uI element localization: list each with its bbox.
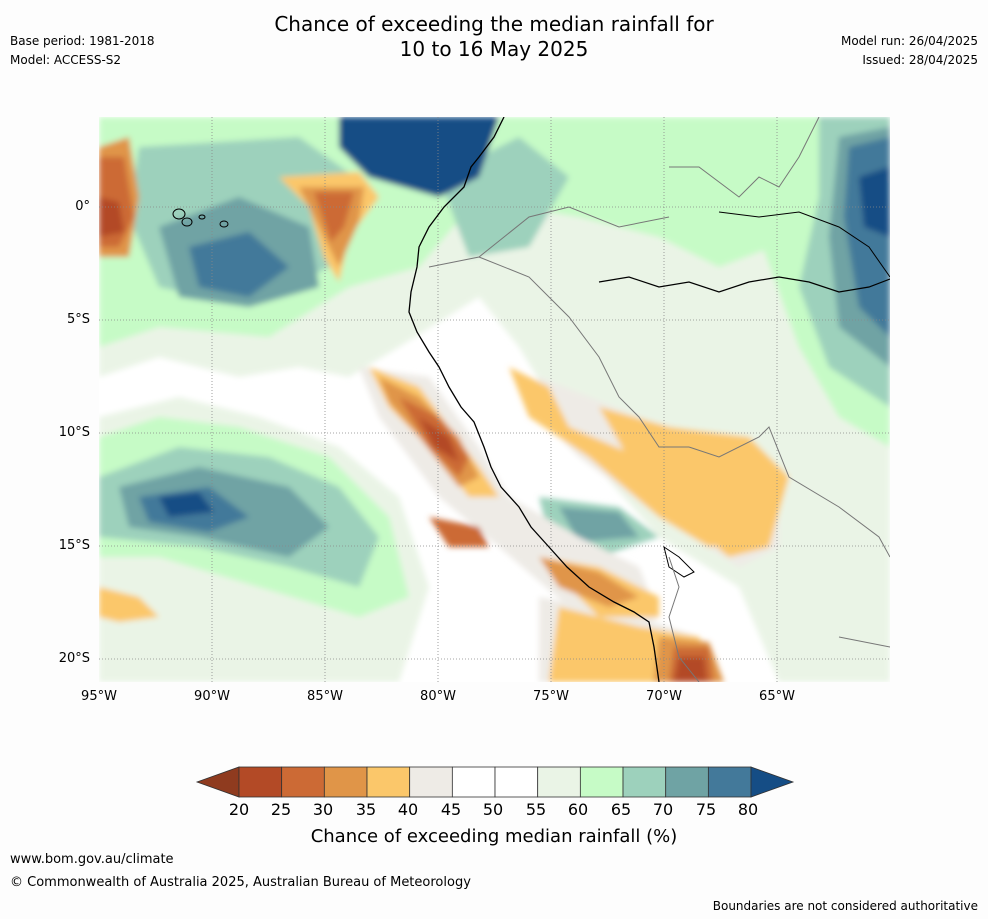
lat-label-0: 0° <box>75 199 90 214</box>
lon-label-70w: 70°W <box>646 689 682 704</box>
cb-tick-65: 65 <box>610 800 632 819</box>
map-title: Chance of exceeding the median rainfall … <box>0 12 988 62</box>
colorbar-cells <box>238 766 752 798</box>
lon-label-85w: 85°W <box>307 689 343 704</box>
colorbar-svg <box>195 766 795 798</box>
lon-label-90w: 90°W <box>194 689 230 704</box>
colorbar-cell <box>451 766 496 798</box>
cb-tick-40: 40 <box>397 800 419 819</box>
lake-outline <box>663 545 695 578</box>
disclaimer-text: Boundaries are not considered authoritat… <box>712 899 978 913</box>
lat-label-20s: 20°S <box>58 651 90 666</box>
lat-label-5s: 5°S <box>66 312 90 327</box>
colorbar-label: Chance of exceeding median rainfall (%) <box>310 826 678 847</box>
left-metadata: Base period: 1981-2018 Model: ACCESS-S2 <box>10 32 155 70</box>
colorbar-cell <box>579 766 624 798</box>
colorbar-cell <box>622 766 667 798</box>
cb-tick-80: 80 <box>737 800 759 819</box>
cb-tick-20: 20 <box>228 800 250 819</box>
issued-text: Issued: 28/04/2025 <box>862 53 978 67</box>
cb-tick-70: 70 <box>652 800 674 819</box>
lon-label-75w: 75°W <box>533 689 569 704</box>
cb-tick-25: 25 <box>270 800 292 819</box>
colorbar-cell <box>494 766 539 798</box>
cb-tick-60: 60 <box>567 800 589 819</box>
model-run-text: Model run: 26/04/2025 <box>840 34 978 48</box>
colorbar-cell <box>323 766 368 798</box>
country-borders <box>428 117 890 682</box>
rainfall-probability-map <box>99 117 890 682</box>
colorbar-extend-high <box>750 766 795 798</box>
galapagos-islands <box>172 208 229 228</box>
lon-label-95w: 95°W <box>81 689 117 704</box>
colorbar-cell <box>366 766 411 798</box>
colorbar-cell <box>665 766 709 798</box>
cb-tick-45: 45 <box>440 800 462 819</box>
base-period-text: Base period: 1981-2018 <box>10 34 155 48</box>
colorbar <box>195 764 795 804</box>
colorbar-cell <box>537 766 581 798</box>
colorbar-cell <box>238 766 283 798</box>
lon-label-65w: 65°W <box>759 689 795 704</box>
colorbar-cell <box>281 766 325 798</box>
map-canvas <box>99 117 890 682</box>
title-line-2: 10 to 16 May 2025 <box>399 37 589 61</box>
colorbar-cell <box>707 766 752 798</box>
model-text: Model: ACCESS-S2 <box>10 53 122 67</box>
cb-tick-50: 50 <box>482 800 504 819</box>
lon-label-80w: 80°W <box>420 689 456 704</box>
coastline <box>408 117 660 682</box>
river-line <box>598 276 890 293</box>
colorbar-extend-low <box>195 766 240 798</box>
lat-label-10s: 10°S <box>58 425 90 440</box>
lat-label-15s: 15°S <box>58 538 90 553</box>
cb-tick-30: 30 <box>312 800 334 819</box>
cb-tick-55: 55 <box>525 800 547 819</box>
cb-tick-75: 75 <box>695 800 717 819</box>
colorbar-cell <box>409 766 453 798</box>
cb-tick-35: 35 <box>355 800 377 819</box>
title-line-1: Chance of exceeding the median rainfall … <box>274 12 714 36</box>
probability-shading <box>99 117 890 682</box>
right-metadata: Model run: 26/04/2025 Issued: 28/04/2025 <box>841 32 978 70</box>
copyright-text: © Commonwealth of Australia 2025, Austra… <box>10 875 471 890</box>
graticule <box>99 117 890 682</box>
website-link[interactable]: www.bom.gov.au/climate <box>10 852 174 867</box>
